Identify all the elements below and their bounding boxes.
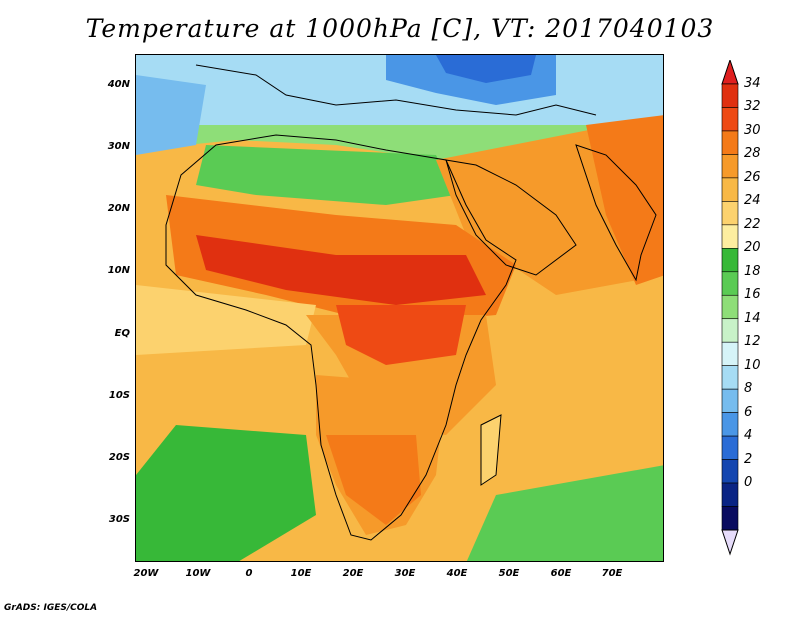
colorbar-swatch (721, 365, 739, 390)
colorbar-swatch (721, 201, 739, 226)
chart-title: Temperature at 1000hPa [C], VT: 20170401… (85, 14, 715, 43)
lon-tick-70e: 70E (601, 568, 623, 579)
gulf-ocean (136, 285, 316, 355)
sahara-green (196, 145, 456, 205)
colorbar-swatch (721, 107, 739, 132)
lat-tick-eq: EQ (114, 328, 130, 339)
lon-tick-20e: 20E (342, 568, 364, 579)
colorbar-tick-label: 22 (744, 216, 761, 232)
central-africa-hot (336, 305, 466, 365)
colorbar-swatch (721, 271, 739, 296)
colorbar-swatch (721, 177, 739, 202)
colorbar-swatch (721, 130, 739, 155)
lon-tick-40e: 40E (446, 568, 468, 579)
colorbar-underflow-arrow (721, 529, 739, 556)
indian-ocean-green (466, 465, 663, 561)
lon-tick-0: 0 (245, 568, 253, 579)
temperature-map (135, 54, 664, 562)
europe-outline (195, 64, 597, 116)
colorbar-swatch (721, 83, 739, 108)
india-outline (575, 144, 657, 282)
lon-tick-50e: 50E (498, 568, 520, 579)
colorbar-tick-label: 10 (744, 357, 761, 373)
madagascar (481, 415, 501, 485)
colorbar-swatch (721, 248, 739, 273)
lon-tick-10e: 10E (290, 568, 312, 579)
colorbar-tick-label: 20 (744, 240, 761, 256)
colorbar-swatch (721, 459, 739, 484)
colorbar-tick-label: 30 (744, 122, 761, 138)
colorbar-swatch (721, 154, 739, 179)
colorbar-tick-label: 24 (744, 193, 761, 209)
colorbar-swatch (721, 482, 739, 507)
lat-tick-40n: 40N (107, 79, 130, 90)
atlantic-cool (136, 75, 206, 155)
colorbar-tick-label: 4 (744, 428, 753, 444)
lon-tick-30e: 30E (394, 568, 416, 579)
india-hot (586, 115, 663, 285)
colorbar-swatch (721, 412, 739, 437)
colorbar (721, 60, 739, 556)
colorbar-tick-label: 14 (744, 310, 761, 326)
sahel-hottest (196, 235, 486, 305)
colorbar-tick-label: 8 (744, 381, 753, 397)
colorbar-tick-label: 6 (744, 404, 753, 420)
colorbar-tick-label: 2 (744, 451, 753, 467)
colorbar-swatch (721, 506, 739, 531)
europe-coldest (436, 55, 536, 83)
africa-outline (165, 134, 517, 541)
madagascar-outline (480, 414, 502, 486)
colorbar-swatch (721, 318, 739, 343)
colorbar-swatch (721, 224, 739, 249)
colorbar-tick-label: 32 (744, 99, 761, 115)
colorbar-swatch (721, 341, 739, 366)
arabia-outline (445, 159, 577, 276)
colorbar-tick-label: 0 (744, 475, 753, 491)
colorbar-overflow-arrow (721, 60, 739, 85)
colorbar-swatch (721, 388, 739, 413)
lat-tick-20n: 20N (107, 203, 130, 214)
south-atlantic-green (136, 425, 316, 561)
lat-tick-10n: 10N (107, 265, 130, 276)
lon-tick-60e: 60E (550, 568, 572, 579)
colorbar-tick-label: 16 (744, 287, 761, 303)
lat-tick-20s: 20S (108, 452, 130, 463)
colorbar-tick-label: 26 (744, 169, 761, 185)
lon-tick-10w: 10W (185, 568, 211, 579)
colorbar-tick-label: 18 (744, 263, 761, 279)
colorbar-swatch (721, 294, 739, 320)
grads-credit: GrADS: IGES/COLA (4, 603, 98, 613)
kalahari-hot (326, 435, 421, 525)
colorbar-tick-label: 12 (744, 334, 761, 350)
lon-tick-20w: 20W (133, 568, 159, 579)
map-canvas (136, 55, 663, 561)
colorbar-tick-label: 28 (744, 146, 761, 162)
lat-tick-30n: 30N (107, 141, 130, 152)
lat-tick-30s: 30S (108, 514, 130, 525)
colorbar-swatch (721, 435, 739, 460)
colorbar-tick-label: 34 (744, 76, 761, 91)
lat-tick-10s: 10S (108, 390, 130, 401)
